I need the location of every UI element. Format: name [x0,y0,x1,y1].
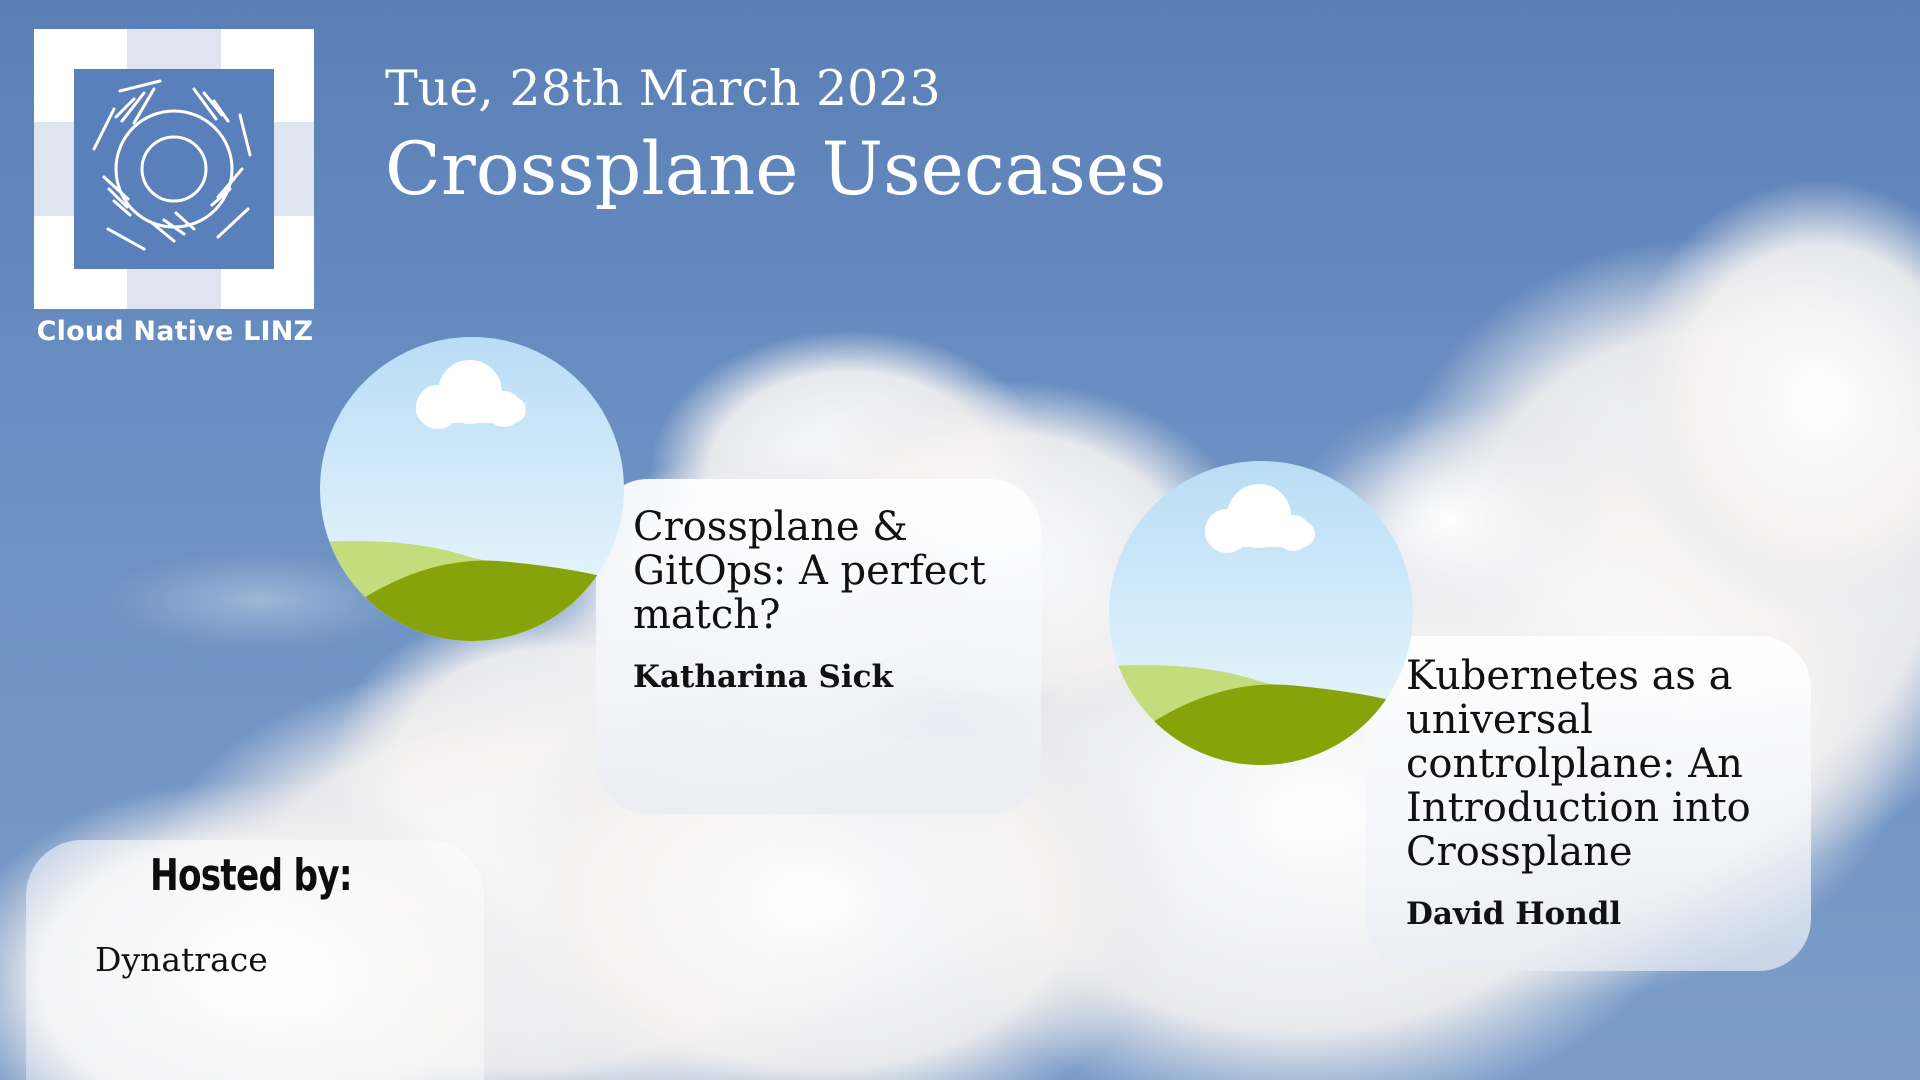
event-date: Tue, 28th March 2023 [385,60,941,117]
talk-title: Crossplane & GitOps: A perfect match? [633,504,986,638]
talk-title: Kubernetes as a universal controlplane: … [1406,653,1751,875]
linked-hands-circle-icon [34,29,314,309]
page-title: Crossplane Usecases [385,127,1167,212]
speaker-photo-placeholder [1109,461,1413,765]
host-name: Dynatrace [95,940,268,979]
host-card [26,840,484,1080]
landscape-placeholder-icon [320,337,624,641]
landscape-placeholder-icon [1109,461,1413,765]
logo-caption: Cloud Native LINZ [36,316,314,347]
host-heading: Hosted by: [150,850,353,901]
cloud-native-linz-logo [34,29,314,309]
talk-card-1: Crossplane & GitOps: A perfect match? Ka… [596,479,1041,814]
talk-card-2: Kubernetes as a universal controlplane: … [1366,636,1811,971]
speaker-photo-placeholder [320,337,624,641]
speaker-name: Katharina Sick [633,659,894,695]
speaker-name: David Hondl [1406,896,1622,932]
